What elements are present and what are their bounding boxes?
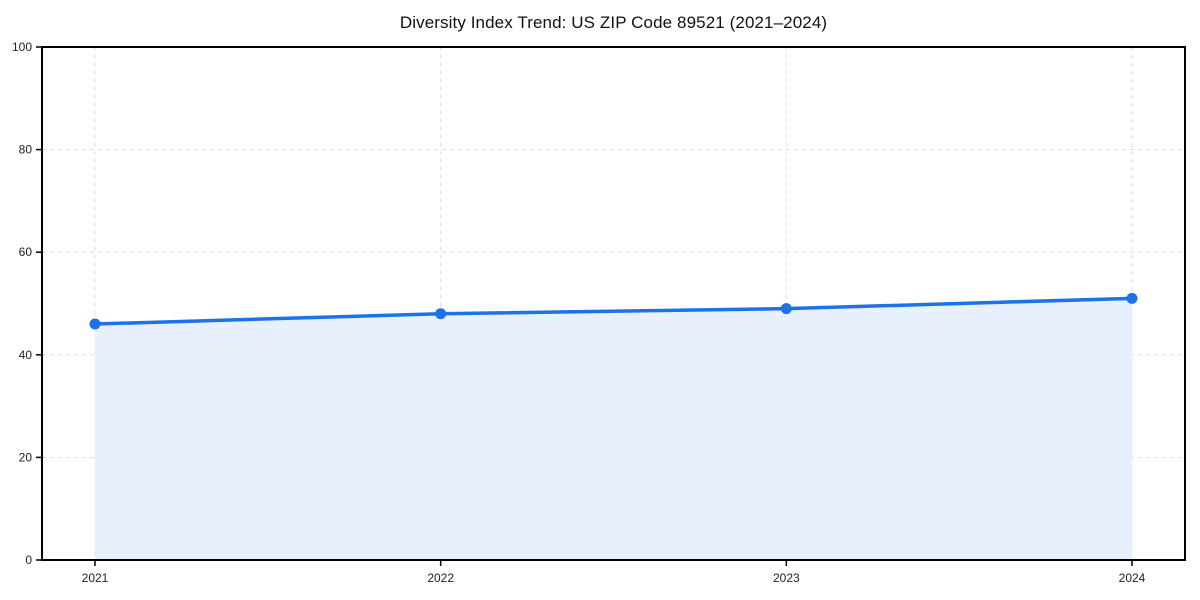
y-tick-label: 100 [12, 40, 32, 54]
y-tick-label: 60 [19, 245, 33, 259]
data-point [1126, 292, 1138, 304]
y-tick-label: 0 [25, 553, 32, 567]
y-tick-label: 40 [19, 348, 33, 362]
x-tick-label: 2024 [1119, 571, 1146, 585]
data-point [89, 318, 101, 330]
data-point [435, 308, 447, 320]
y-tick-label: 20 [19, 450, 33, 464]
area-fill [95, 298, 1132, 560]
data-point [780, 303, 792, 315]
x-tick-label: 2023 [773, 571, 800, 585]
x-tick-label: 2022 [427, 571, 454, 585]
x-tick-label: 2021 [82, 571, 109, 585]
plot-border [41, 46, 1186, 561]
chart-title: Diversity Index Trend: US ZIP Code 89521… [399, 13, 828, 32]
trend-line [93, 296, 1134, 326]
y-tick-label: 80 [19, 143, 33, 157]
